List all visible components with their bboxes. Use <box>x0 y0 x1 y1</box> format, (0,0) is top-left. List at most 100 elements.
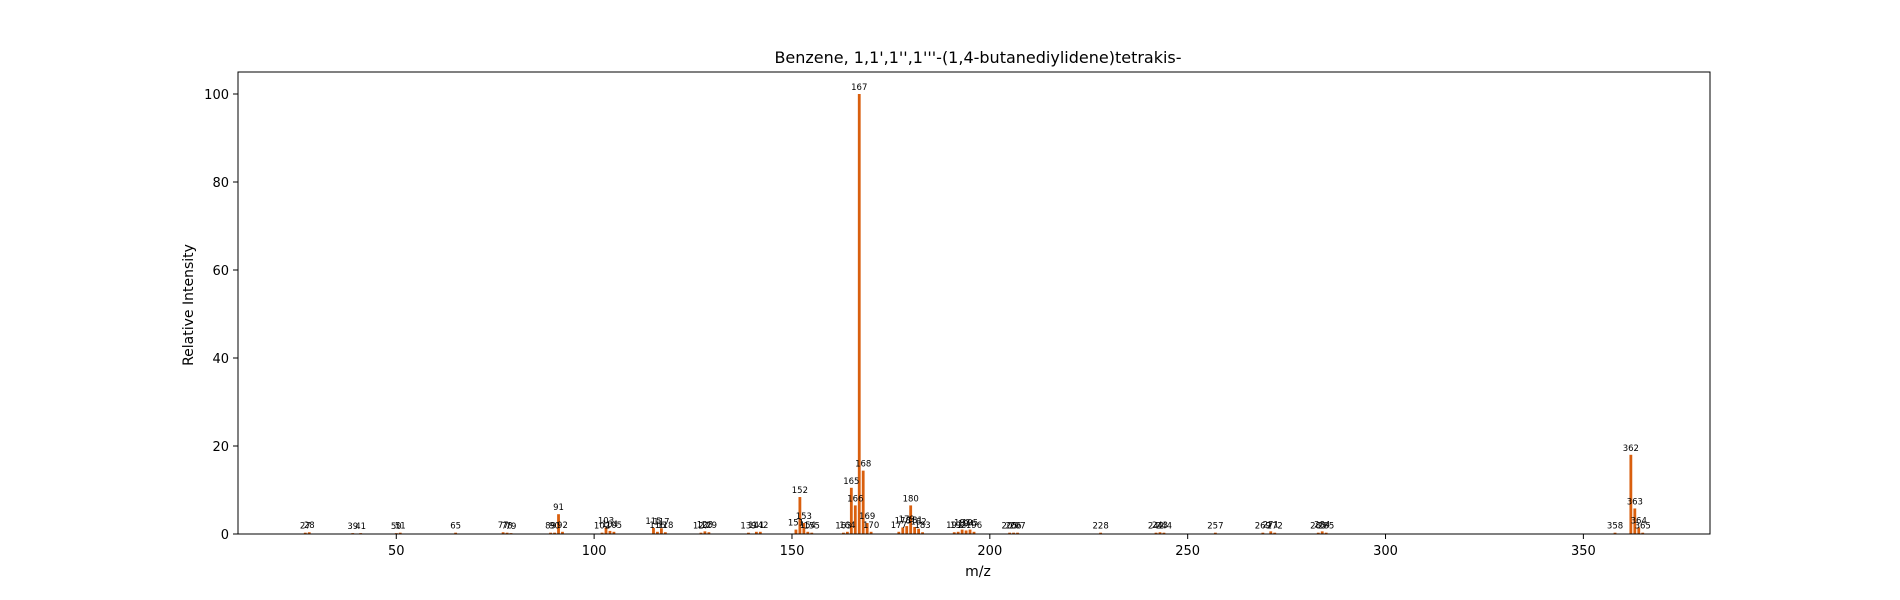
peak-label-129: 129 <box>701 521 717 531</box>
peak-bar-181 <box>913 526 917 534</box>
peak-bar-154 <box>806 531 810 534</box>
peak-label-104: 104 <box>602 520 618 530</box>
peak-label-92: 92 <box>557 521 568 531</box>
peak-bar-243 <box>1158 532 1162 534</box>
peak-label-117: 117 <box>653 517 669 527</box>
peak-bar-285 <box>1324 532 1328 534</box>
peak-bar-183 <box>921 532 924 534</box>
peak-label-154: 154 <box>800 521 816 531</box>
peak-bar-28 <box>307 532 311 534</box>
peak-bar-105 <box>612 531 616 534</box>
peak-bar-167 <box>857 94 861 534</box>
peak-label-89: 89 <box>545 522 556 532</box>
peak-bar-91 <box>557 514 560 534</box>
peak-bar-257 <box>1213 532 1217 534</box>
peak-label-167: 167 <box>851 83 867 93</box>
peak-bar-139 <box>747 532 750 534</box>
peak-label-170: 170 <box>863 521 879 531</box>
peak-label-363: 363 <box>1627 497 1643 507</box>
peak-label-183: 183 <box>914 521 930 531</box>
peak-label-50: 50 <box>391 522 402 532</box>
y-tick-label: 0 <box>221 528 229 543</box>
peak-label-142: 142 <box>752 521 768 531</box>
peak-label-155: 155 <box>804 522 820 532</box>
peak-bar-152 <box>798 497 802 534</box>
peak-bar-128 <box>703 531 707 534</box>
peak-bar-117 <box>660 528 663 534</box>
peak-bar-104 <box>608 530 612 534</box>
peak-label-195: 195 <box>962 519 978 529</box>
peak-bar-51 <box>398 532 402 534</box>
peak-label-358: 358 <box>1607 522 1623 532</box>
peak-bar-77 <box>501 532 505 534</box>
peak-label-141: 141 <box>748 521 764 531</box>
peak-label-164: 164 <box>839 521 855 531</box>
peak-label-285: 285 <box>1318 522 1334 532</box>
peak-bar-182 <box>917 528 920 534</box>
peak-bar-206 <box>1012 532 1015 534</box>
peak-label-168: 168 <box>855 460 871 470</box>
peak-label-206: 206 <box>1005 522 1021 532</box>
y-axis: 0 20 40 60 80 100 <box>204 88 238 543</box>
peak-bar-196 <box>972 531 976 534</box>
peak-label-152: 152 <box>792 486 808 496</box>
peak-bar-142 <box>758 531 762 534</box>
peak-label-180: 180 <box>903 494 919 504</box>
peak-bar-127 <box>699 532 703 534</box>
peak-label-128: 128 <box>697 520 713 530</box>
peak-label-283: 283 <box>1310 522 1326 532</box>
peak-label-169: 169 <box>859 512 875 522</box>
peak-label-166: 166 <box>847 494 863 504</box>
peak-label-116: 116 <box>649 521 665 531</box>
peak-label-205: 205 <box>1001 522 1017 532</box>
peak-bar-118 <box>663 532 667 534</box>
peak-label-65: 65 <box>450 522 461 532</box>
peak-bar-168 <box>861 470 865 534</box>
peak-bar-192 <box>956 531 960 534</box>
peak-bar-166 <box>853 505 857 534</box>
peak-label-153: 153 <box>796 512 812 522</box>
peak-bar-78 <box>505 532 509 534</box>
peak-bar-195 <box>968 529 972 534</box>
y-axis-label: Relative Intensity <box>181 244 197 366</box>
x-tick-label: 150 <box>780 544 805 559</box>
peak-label-163: 163 <box>835 522 851 532</box>
peak-bar-102 <box>600 532 604 534</box>
peak-bar-228 <box>1099 532 1103 534</box>
peak-bar-205 <box>1008 532 1012 534</box>
peak-label-51: 51 <box>395 522 406 532</box>
peak-bar-271 <box>1269 531 1273 534</box>
peak-bar-358 <box>1613 532 1617 534</box>
peak-bar-364 <box>1637 527 1641 534</box>
peak-label-118: 118 <box>657 521 673 531</box>
peak-label-79: 79 <box>506 522 517 532</box>
peak-label-103: 103 <box>598 516 614 526</box>
peak-label-105: 105 <box>606 521 622 531</box>
peak-label-284: 284 <box>1314 520 1330 530</box>
peak-label-364: 364 <box>1631 516 1647 526</box>
peak-bar-65 <box>454 532 458 534</box>
peak-bar-272 <box>1273 532 1277 534</box>
peak-label-139: 139 <box>740 522 756 532</box>
peak-label-28: 28 <box>304 521 315 531</box>
peak-label-179: 179 <box>899 515 915 525</box>
peak-bar-153 <box>802 523 806 534</box>
peak-label-41: 41 <box>355 522 366 532</box>
peak-label-362: 362 <box>1623 444 1639 454</box>
peak-label-272: 272 <box>1267 522 1283 532</box>
peak-label-127: 127 <box>693 522 709 532</box>
x-tick-label: 250 <box>1175 544 1200 559</box>
bars-layer <box>303 94 1645 534</box>
x-tick-label: 50 <box>388 544 405 559</box>
peak-bar-155 <box>810 532 814 534</box>
y-tick-label: 20 <box>212 440 229 455</box>
peak-label-193: 193 <box>954 519 970 529</box>
y-tick-label: 80 <box>212 176 229 191</box>
peak-label-196: 196 <box>966 521 982 531</box>
peak-label-269: 269 <box>1255 522 1271 532</box>
peak-label-165: 165 <box>843 477 859 487</box>
peak-label-244: 244 <box>1156 522 1172 532</box>
peak-label-39: 39 <box>347 522 358 532</box>
